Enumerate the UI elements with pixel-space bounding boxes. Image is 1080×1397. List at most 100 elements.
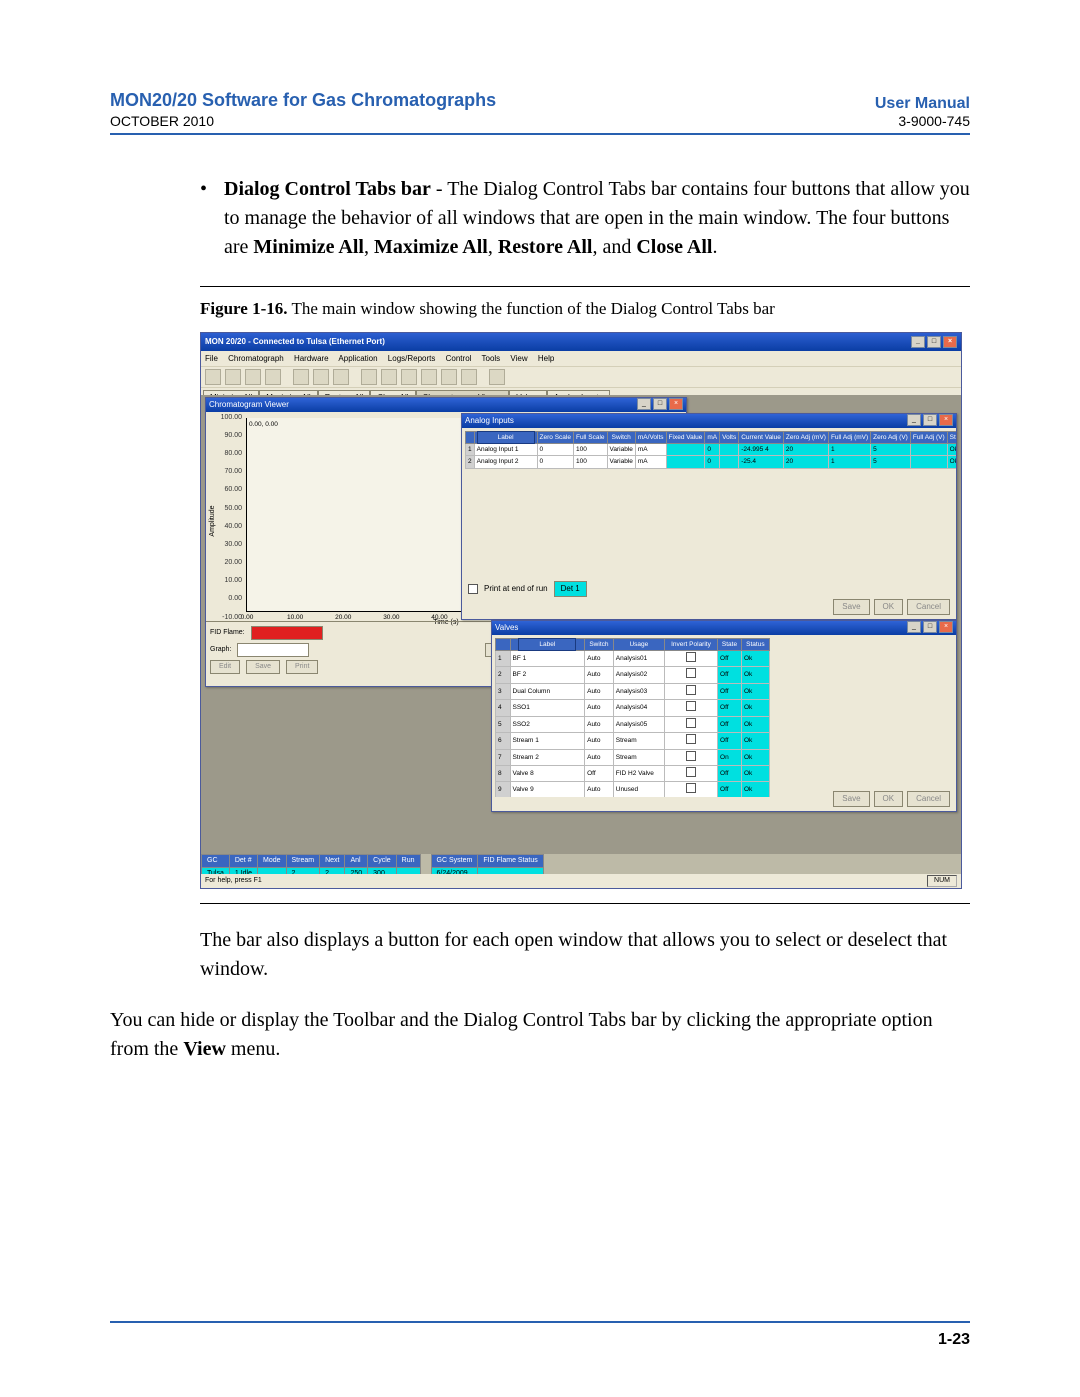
save-button[interactable]: Save (246, 660, 280, 674)
y-tick: 20.00 (206, 558, 242, 568)
print-checkbox[interactable] (468, 584, 478, 594)
bullet-mark: • (200, 175, 210, 262)
save-button[interactable]: Save (833, 791, 869, 807)
minimize-icon[interactable]: _ (907, 414, 921, 426)
menu-ctrl[interactable]: Control (446, 354, 472, 363)
chrom-title: Chromatogram Viewer (209, 398, 289, 412)
toolbar-icon[interactable] (333, 369, 349, 385)
y-tick: 90.00 (206, 431, 242, 441)
menu-hw[interactable]: Hardware (294, 354, 329, 363)
menu-chrom[interactable]: Chromatograph (228, 354, 284, 363)
toolbar-icon[interactable] (265, 369, 281, 385)
table-row[interactable]: 5SSO2AutoAnalysis05OffOk (496, 716, 770, 732)
mdi-area: Chromatogram Viewer _□× 0.00, 0.00 0.001… (201, 395, 961, 854)
toolbar-icon[interactable] (401, 369, 417, 385)
toolbar-icon[interactable] (381, 369, 397, 385)
chrom-titlebar: Chromatogram Viewer _□× (206, 398, 686, 412)
toolbar-icon[interactable] (245, 369, 261, 385)
screenshot: MON 20/20 - Connected to Tulsa (Ethernet… (200, 332, 962, 889)
table-row[interactable]: 4SSO1AutoAnalysis04OffOk (496, 700, 770, 716)
y-tick: 70.00 (206, 467, 242, 477)
table-row[interactable]: 8Valve 8OffFID H2 ValveOffOk (496, 766, 770, 782)
minimize-icon[interactable]: _ (907, 621, 921, 633)
toolbar-icon[interactable] (421, 369, 437, 385)
close-icon[interactable]: × (669, 398, 683, 410)
gc-system-hdr: GC System (431, 854, 478, 867)
table-row[interactable]: 6Stream 1AutoStreamOffOk (496, 733, 770, 749)
det-tab[interactable]: Det 1 (554, 581, 587, 597)
bold-max: Maximize All (374, 236, 488, 258)
y-tick: 50.00 (206, 503, 242, 513)
valves-title: Valves (495, 621, 518, 635)
table-row[interactable]: 1BF 1AutoAnalysis01OffOk (496, 651, 770, 667)
toolbar-icon[interactable] (293, 369, 309, 385)
toolbar-icon[interactable] (361, 369, 377, 385)
bullet-text: Dialog Control Tabs bar - The Dialog Con… (224, 175, 970, 262)
minimize-icon[interactable]: _ (911, 336, 925, 348)
print-label: Print at end of run (484, 583, 548, 595)
close-icon[interactable]: × (939, 414, 953, 426)
menu-view[interactable]: View (510, 354, 527, 363)
table-row[interactable]: 7Stream 2AutoStreamOnOk (496, 749, 770, 765)
para2-c: menu. (226, 1038, 280, 1060)
ok-button[interactable]: OK (874, 791, 904, 807)
y-tick: 10.00 (206, 576, 242, 586)
bold-close: Close All (636, 236, 712, 258)
y-tick: 0.00 (206, 594, 242, 604)
save-button[interactable]: Save (833, 599, 869, 615)
cancel-button[interactable]: Cancel (907, 599, 950, 615)
figure-caption-text: The main window showing the function of … (288, 299, 775, 318)
main-titlebar: MON 20/20 - Connected to Tulsa (Ethernet… (201, 333, 961, 351)
maximize-icon[interactable]: □ (653, 398, 667, 410)
menu-app[interactable]: Application (338, 354, 377, 363)
cancel-button[interactable]: Cancel (907, 791, 950, 807)
y-tick: 60.00 (206, 485, 242, 495)
doc-date: OCTOBER 2010 (110, 113, 496, 129)
fid-field (251, 626, 323, 640)
rule-top (200, 286, 970, 287)
menu-logs[interactable]: Logs/Reports (388, 354, 436, 363)
maximize-icon[interactable]: □ (927, 336, 941, 348)
status-bar: GCDet #ModeStreamNextAnlCycleRun Tulsa1 … (201, 854, 961, 874)
valves-titlebar: Valves _□× (492, 621, 956, 635)
chart-coord: 0.00, 0.00 (249, 420, 278, 429)
graph-field[interactable] (237, 643, 309, 657)
analog-table: LabelZero ScaleFull ScaleSwitchmA/VoltsF… (465, 431, 956, 469)
ok-button[interactable]: OK (874, 599, 904, 615)
close-icon[interactable]: × (943, 336, 957, 348)
menu-tools[interactable]: Tools (482, 354, 501, 363)
num-indicator: NUM (927, 875, 957, 887)
doc-title: MON20/20 Software for Gas Chromatographs (110, 90, 496, 111)
toolbar-icon[interactable] (205, 369, 221, 385)
table-row[interactable]: 1Analog Input 10100VariablemA0-24.995 42… (466, 444, 957, 456)
toolbar-icon[interactable] (441, 369, 457, 385)
paragraph-2: You can hide or display the Toolbar and … (110, 1006, 970, 1064)
footer-rule (110, 1321, 970, 1323)
minimize-icon[interactable]: _ (637, 398, 651, 410)
para2-view: View (183, 1038, 226, 1060)
fid-label: FID Flame: (210, 628, 245, 638)
page-number: 1-23 (938, 1331, 970, 1349)
menu-file[interactable]: File (205, 354, 218, 363)
menu-help[interactable]: Help (538, 354, 554, 363)
edit-button[interactable]: Edit (210, 660, 240, 674)
rule-bottom (200, 903, 970, 904)
app-title: MON 20/20 - Connected to Tulsa (Ethernet… (205, 333, 385, 351)
table-row[interactable]: 9Valve 9AutoUnusedOffOk (496, 782, 770, 797)
toolbar-icon[interactable] (313, 369, 329, 385)
bold-restore: Restore All (498, 236, 593, 258)
toolbar (201, 366, 961, 388)
toolbar-icon[interactable] (489, 369, 505, 385)
toolbar-icon[interactable] (461, 369, 477, 385)
table-row[interactable]: 3Dual ColumnAutoAnalysis03OffOk (496, 683, 770, 699)
bullet-lead: Dialog Control Tabs bar (224, 178, 431, 200)
table-row[interactable]: 2BF 2AutoAnalysis02OffOk (496, 667, 770, 683)
table-row[interactable]: 2Analog Input 20100VariablemA0-25.42015O… (466, 456, 957, 468)
maximize-icon[interactable]: □ (923, 414, 937, 426)
menubar: File Chromatograph Hardware Application … (201, 351, 961, 367)
print-button[interactable]: Print (286, 660, 318, 674)
maximize-icon[interactable]: □ (923, 621, 937, 633)
close-icon[interactable]: × (939, 621, 953, 633)
toolbar-icon[interactable] (225, 369, 241, 385)
figure-caption: Figure 1-16. The main window showing the… (200, 297, 970, 322)
